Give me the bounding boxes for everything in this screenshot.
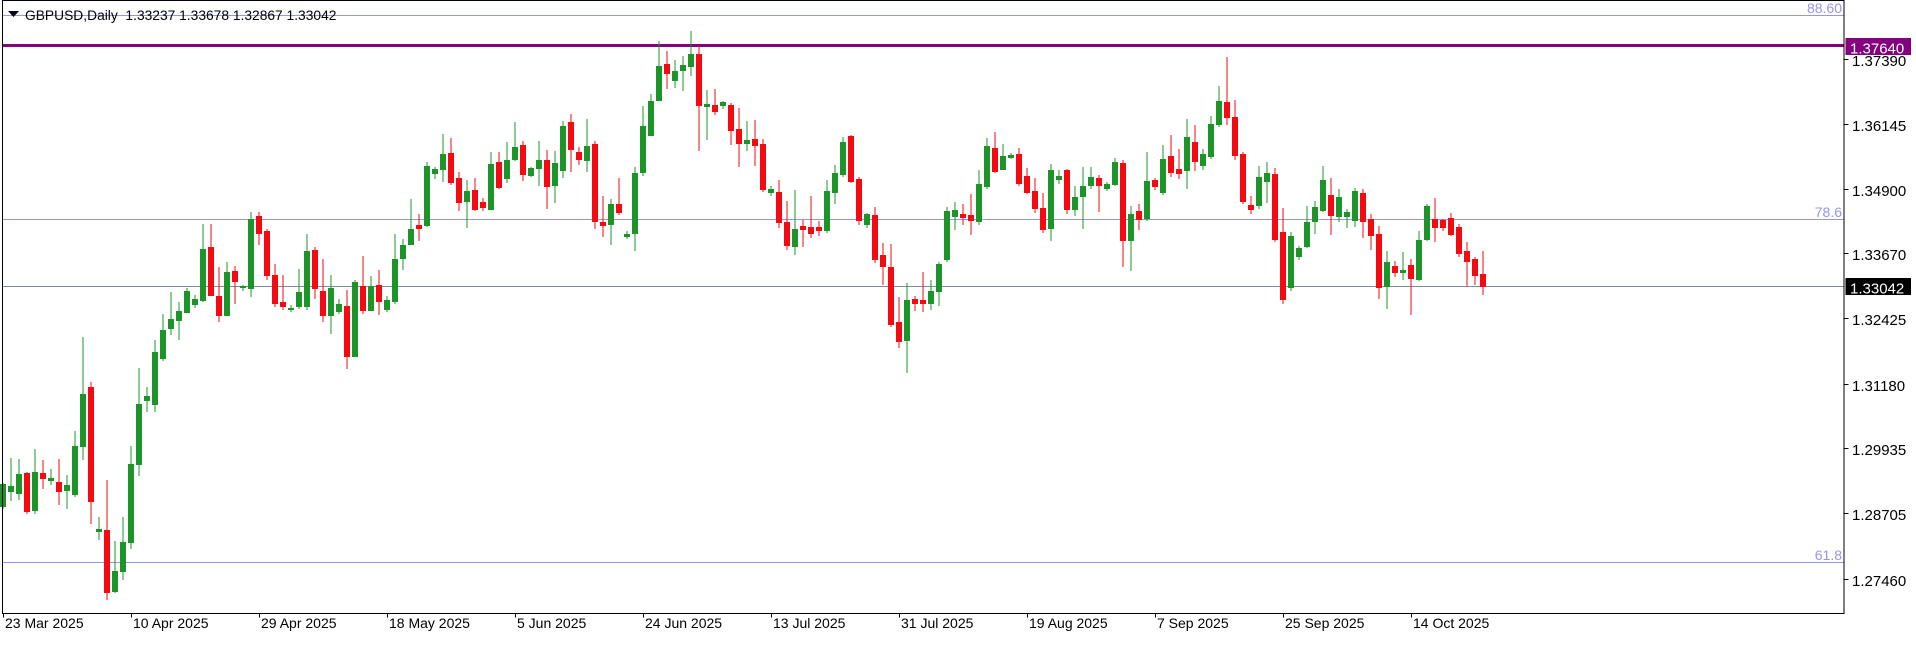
svg-text:GBPUSD,Daily 1.33237 1.33678: GBPUSD,Daily 1.33237 1.33678 1.32867 1.3…	[25, 8, 336, 23]
svg-text:18 May 2025: 18 May 2025	[389, 615, 470, 631]
svg-text:23 Mar 2025: 23 Mar 2025	[5, 615, 84, 631]
svg-text:1.37640: 1.37640	[1850, 41, 1904, 58]
svg-text:1.28705: 1.28705	[1852, 507, 1906, 524]
svg-text:1.33042: 1.33042	[1850, 281, 1904, 298]
svg-text:7 Sep 2025: 7 Sep 2025	[1157, 615, 1229, 631]
svg-text:1.32425: 1.32425	[1852, 312, 1906, 329]
svg-text:31 Jul 2025: 31 Jul 2025	[901, 615, 974, 631]
svg-text:24 Jun 2025: 24 Jun 2025	[645, 615, 722, 631]
svg-text:88.60: 88.60	[1807, 0, 1842, 16]
svg-text:25 Sep 2025: 25 Sep 2025	[1285, 615, 1365, 631]
svg-text:1.34900: 1.34900	[1852, 183, 1906, 200]
svg-text:1.37390: 1.37390	[1852, 53, 1906, 70]
svg-text:13 Jul 2025: 13 Jul 2025	[773, 615, 846, 631]
svg-text:1.31180: 1.31180	[1852, 378, 1905, 395]
svg-text:29 Apr 2025: 29 Apr 2025	[261, 615, 337, 631]
svg-text:5 Jun 2025: 5 Jun 2025	[517, 615, 586, 631]
svg-text:61.8: 61.8	[1815, 547, 1842, 563]
svg-text:1.33670: 1.33670	[1852, 247, 1906, 264]
svg-text:1.27460: 1.27460	[1852, 573, 1906, 590]
svg-text:1.36145: 1.36145	[1852, 118, 1906, 135]
svg-text:19 Aug 2025: 19 Aug 2025	[1029, 615, 1108, 631]
svg-text:14 Oct 2025: 14 Oct 2025	[1413, 615, 1489, 631]
svg-text:1.29935: 1.29935	[1852, 442, 1906, 459]
svg-text:10 Apr 2025: 10 Apr 2025	[133, 615, 209, 631]
svg-text:78.6: 78.6	[1815, 204, 1842, 220]
